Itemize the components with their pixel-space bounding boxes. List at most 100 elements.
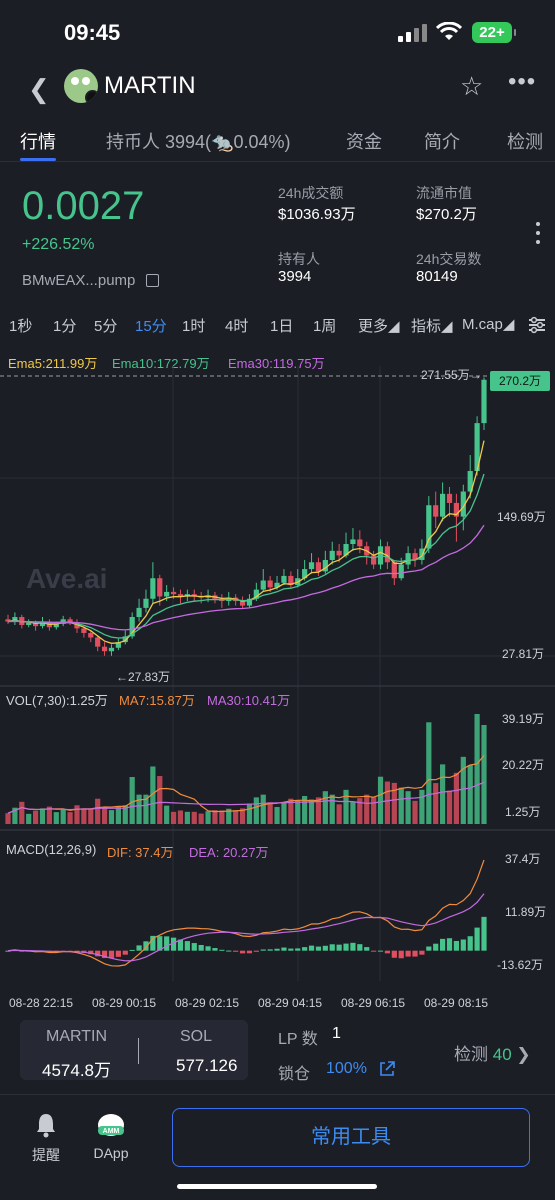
volume-bar: [108, 810, 115, 824]
more-icon[interactable]: •••: [508, 68, 537, 95]
vol-axis-mid: 20.22万: [502, 758, 545, 772]
chart-settings-icon[interactable]: [527, 315, 547, 335]
pool-token-a: MARTIN: [46, 1028, 108, 1045]
candle-body: [53, 623, 59, 628]
dif-line: [7, 859, 485, 967]
macd-bar: [329, 944, 335, 951]
stat-label-volume: 24h成交额: [278, 185, 344, 201]
tf-15m[interactable]: 15分: [135, 318, 167, 335]
macd-bar: [288, 948, 294, 951]
macd-bar: [281, 947, 287, 951]
tf-more[interactable]: 更多◢: [358, 318, 400, 335]
copy-icon[interactable]: [145, 274, 159, 287]
volume-bar: [129, 777, 135, 824]
candle-body: [74, 622, 80, 629]
volume-bar: [398, 787, 404, 824]
volume-bar: [308, 799, 315, 824]
macd-bar: [150, 935, 156, 951]
tf-4h[interactable]: 4时: [225, 318, 249, 335]
volume-bar: [371, 797, 377, 824]
nav-dapp[interactable]: AMM DApp: [88, 1112, 134, 1161]
tf-1d[interactable]: 1日: [270, 318, 294, 335]
mcap-toggle[interactable]: M.cap◢: [462, 316, 515, 333]
volume-bar: [446, 790, 453, 824]
nav-alert[interactable]: 提醒: [26, 1112, 66, 1165]
candle-body: [115, 642, 121, 648]
macd-bar: [460, 939, 466, 951]
volume-bar: [136, 794, 142, 824]
candle-body: [88, 632, 94, 638]
candle-body: [170, 591, 177, 595]
back-icon[interactable]: ❮: [28, 74, 50, 104]
tab-intro[interactable]: 简介: [424, 132, 460, 152]
candle-body: [267, 580, 273, 588]
vol-axis-low: 1.25万: [505, 805, 541, 819]
stat-label-holders: 持有人: [278, 251, 320, 267]
min-price-marker: ←27.83万: [116, 670, 171, 684]
tf-1m[interactable]: 1分: [53, 318, 77, 335]
macd-bar: [177, 939, 184, 951]
volume-bar: [350, 801, 356, 824]
candle-body: [157, 578, 163, 597]
tab-funds[interactable]: 资金: [346, 132, 382, 152]
volume-bar: [122, 805, 128, 824]
tf-1w[interactable]: 1周: [313, 318, 337, 335]
tf-1s[interactable]: 1秒: [9, 318, 33, 335]
tools-button[interactable]: 常用工具: [172, 1108, 530, 1167]
star-icon[interactable]: ☆: [460, 71, 484, 101]
contract-address[interactable]: BMwEAX...pump: [22, 272, 159, 289]
volume-bar: [150, 766, 156, 824]
ema10-legend: Ema10:172.79万: [112, 356, 210, 371]
volume-bar: [281, 802, 287, 824]
volume-bar: [253, 797, 259, 824]
ema5-legend: Ema5:211.99万: [8, 356, 98, 371]
candle-body: [108, 647, 115, 652]
volume-bar: [88, 808, 94, 824]
nav-divider: [0, 1094, 555, 1095]
indicator-menu[interactable]: 指标◢: [411, 318, 453, 335]
macd-bar: [95, 950, 101, 957]
volume-bar: [184, 811, 190, 824]
candle-body: [315, 562, 322, 572]
macd-bar: [253, 950, 259, 952]
macd-bar: [108, 950, 115, 959]
volume-bar: [474, 714, 480, 824]
volume-bar: [336, 804, 342, 824]
macd-bar: [198, 944, 204, 951]
price-chart[interactable]: Ave.ai: [0, 366, 555, 991]
volume-bar: [357, 798, 363, 824]
nav-alert-label: 提醒: [32, 1147, 60, 1163]
high-price-label: 271.55万→: [421, 368, 482, 382]
more-vertical-icon[interactable]: [536, 222, 542, 252]
check-link[interactable]: 检测 40 ❯: [454, 1040, 531, 1065]
macd-bar: [302, 947, 308, 951]
candle-body: [371, 555, 377, 565]
macd-bar: [377, 950, 384, 952]
stat-value-txns: 80149: [416, 268, 458, 285]
lock-value[interactable]: 100%: [326, 1060, 367, 1077]
macd-bar: [405, 950, 411, 957]
volume-bar: [322, 791, 328, 824]
candle-body: [426, 505, 432, 549]
macd-bar: [398, 950, 404, 959]
tab-market[interactable]: 行情: [20, 132, 56, 152]
candle-body: [398, 564, 404, 579]
macd-bar: [481, 916, 487, 951]
external-link-icon[interactable]: [378, 1060, 396, 1078]
volume-bar: [364, 794, 370, 824]
tab-check[interactable]: 检测: [507, 132, 543, 152]
tf-1h[interactable]: 1时: [182, 318, 206, 335]
candle-body: [467, 471, 473, 492]
tab-holders[interactable]: 持币人 3994(🐀0.04%): [106, 132, 291, 152]
candle-body: [446, 493, 453, 503]
macd-bar: [233, 950, 239, 952]
tf-5m[interactable]: 5分: [94, 318, 118, 335]
candle-body: [136, 607, 142, 618]
volume-bar: [433, 783, 439, 824]
pool-token-b: SOL: [180, 1028, 213, 1045]
candle-body: [191, 594, 197, 597]
candle-body: [12, 617, 18, 622]
volume-bar: [426, 722, 432, 824]
macd-bar: [184, 941, 190, 951]
candle-body: [253, 589, 259, 599]
